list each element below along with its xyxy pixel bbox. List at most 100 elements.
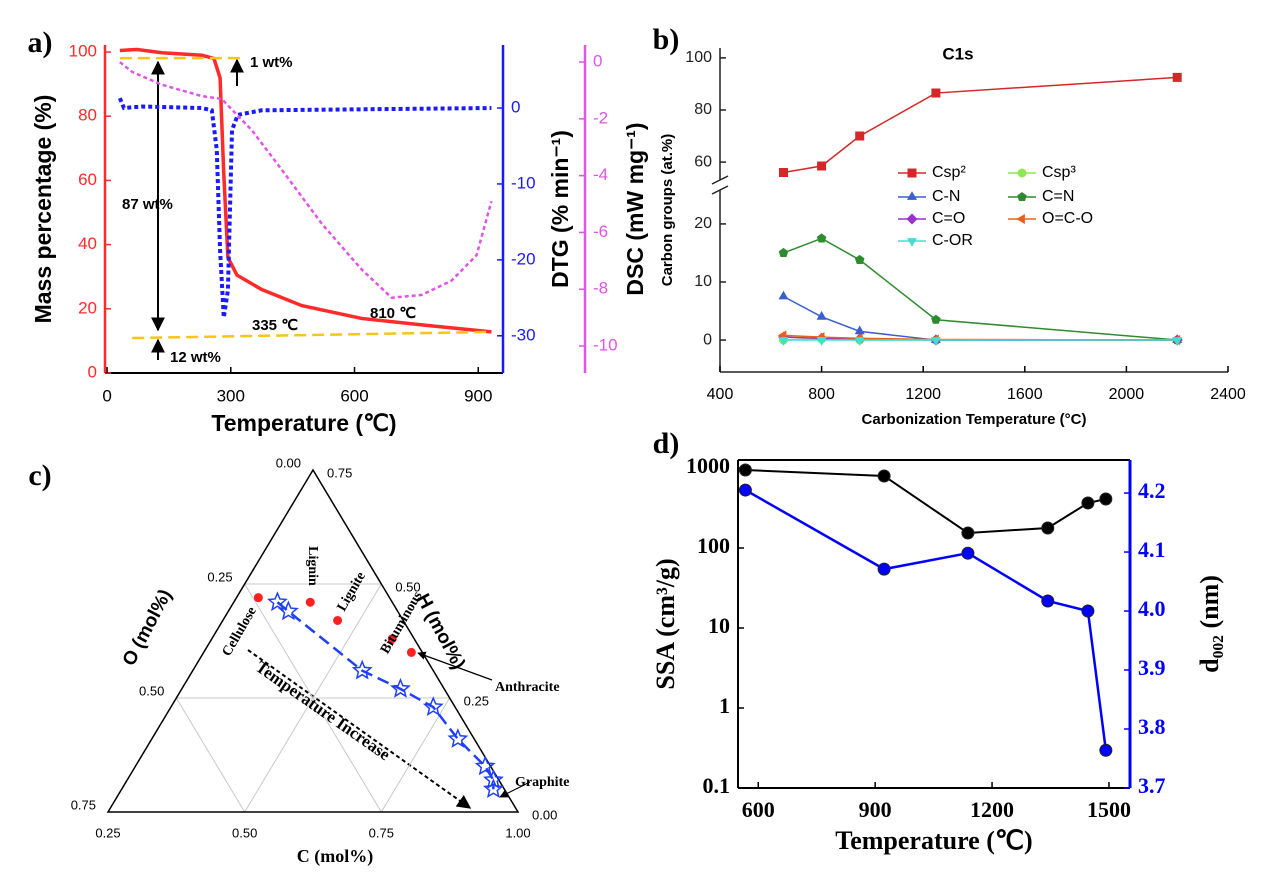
point-label: Lignite <box>335 570 369 615</box>
series-line <box>744 488 1108 751</box>
y-tick-label: 100 <box>69 42 97 61</box>
panel-label: a) <box>28 26 53 59</box>
y-tick-label: 80 <box>78 106 97 125</box>
o-axis-label: O (mol%) <box>119 586 177 669</box>
chart-title: C1s <box>942 44 973 63</box>
legend-marker <box>907 168 917 178</box>
marker <box>447 728 469 748</box>
o-tick-label: 0.50 <box>139 683 164 698</box>
legend-label: O=C-O <box>1042 210 1093 227</box>
marker <box>267 591 288 612</box>
y-tick-label: 40 <box>78 234 97 253</box>
marker <box>305 597 315 607</box>
y-tick-label: 20 <box>78 298 97 317</box>
x-tick-label: 600 <box>340 386 368 405</box>
x-axis-label: Carbonization Temperature (°C) <box>862 411 1087 428</box>
marker <box>931 314 941 324</box>
y-tick-label: -8 <box>593 279 608 298</box>
legend-marker <box>1017 168 1027 178</box>
marker <box>877 562 891 576</box>
triangle <box>106 468 520 813</box>
x-tick-label: 1600 <box>1007 386 1043 403</box>
arrow <box>499 781 531 798</box>
axis-line <box>711 175 729 185</box>
marker <box>482 769 504 789</box>
y-axis-label: Carbon groups (at.%) <box>659 134 676 287</box>
marker <box>877 469 891 483</box>
marker <box>817 161 827 171</box>
y-tick-label: -6 <box>593 222 608 241</box>
legend-label: C-OR <box>932 232 973 249</box>
y-tick-label: 100 <box>697 533 730 558</box>
legend-label: C=O <box>932 210 965 227</box>
annotation: Temperature Increase <box>252 657 394 764</box>
y-tick-label: 4.2 <box>1138 478 1166 503</box>
y-tick-label: 20 <box>694 215 712 232</box>
y-axis-label: DSC (mW mg⁻¹) <box>622 122 648 295</box>
grid-line <box>380 697 451 813</box>
legend-label: Csp³ <box>1042 164 1076 181</box>
marker <box>738 483 752 497</box>
marker <box>961 546 975 560</box>
y-tick-label: 0 <box>703 331 712 348</box>
y-tick-label: -10 <box>511 173 536 192</box>
marker <box>277 600 299 621</box>
y-tick-label: 4.0 <box>1138 596 1166 621</box>
axis-line <box>711 185 729 195</box>
y-tick-label: -2 <box>593 108 608 127</box>
y-tick-label: 0 <box>88 362 97 381</box>
legend-marker <box>906 213 918 225</box>
marker <box>778 290 789 300</box>
x-tick-label: 900 <box>859 797 892 822</box>
y-axis-label: Mass percentage (%) <box>30 95 56 324</box>
y-tick-label: 10 <box>708 613 730 638</box>
y-tick-label: 1 <box>719 693 730 718</box>
arrow <box>417 651 493 681</box>
panel-label: d) <box>653 427 680 460</box>
y-axis-label: d₀₀₂ (nm) <box>1195 575 1224 673</box>
y-axis-label: DTG (% min⁻¹) <box>547 130 573 288</box>
marker <box>816 233 827 243</box>
marker <box>854 254 865 264</box>
annotation: 335 ℃ <box>252 317 298 334</box>
x-tick-label: 1200 <box>970 797 1014 822</box>
o-tick-label: 0.25 <box>207 569 232 584</box>
marker <box>1081 604 1095 618</box>
marker <box>387 634 397 644</box>
y-tick-label: 0 <box>593 52 602 71</box>
marker <box>779 167 788 177</box>
y-tick-label: 3.7 <box>1138 773 1166 798</box>
y-tick-label: 10 <box>694 273 712 290</box>
o-tick-label: 0.75 <box>71 797 96 812</box>
y-tick-label: -30 <box>511 325 536 344</box>
x-tick-label: 1500 <box>1087 797 1131 822</box>
c-tick-label: 0.25 <box>95 825 120 840</box>
c-tick-label: 1.00 <box>505 825 530 840</box>
x-tick-label: 1200 <box>905 386 941 403</box>
x-tick-label: 2400 <box>1210 386 1246 403</box>
y-tick-label: 0 <box>511 98 520 117</box>
c-tick-label: 0.50 <box>232 825 257 840</box>
y-axis-label: SSA (cm³/g) <box>651 558 680 689</box>
annotation: Graphite <box>515 775 569 790</box>
legend-marker <box>1016 213 1025 225</box>
grid-line <box>175 697 246 813</box>
marker <box>422 696 444 716</box>
marker <box>1041 594 1055 608</box>
marker <box>931 88 941 98</box>
marker <box>1099 492 1113 506</box>
y-tick-label: -10 <box>593 336 618 355</box>
x-tick-label: 0 <box>102 386 111 405</box>
marker <box>961 526 975 540</box>
legend-label: C=N <box>1042 188 1074 205</box>
x-tick-label: 300 <box>217 386 245 405</box>
marker <box>816 311 827 320</box>
x-tick-label: 600 <box>742 797 775 822</box>
marker <box>406 647 416 657</box>
annotation: 87 wt% <box>122 196 173 213</box>
annotation: 810 ℃ <box>370 305 416 322</box>
x-tick-label: 900 <box>464 386 492 405</box>
marker <box>1081 496 1095 510</box>
annotation: 1 wt% <box>250 54 293 71</box>
